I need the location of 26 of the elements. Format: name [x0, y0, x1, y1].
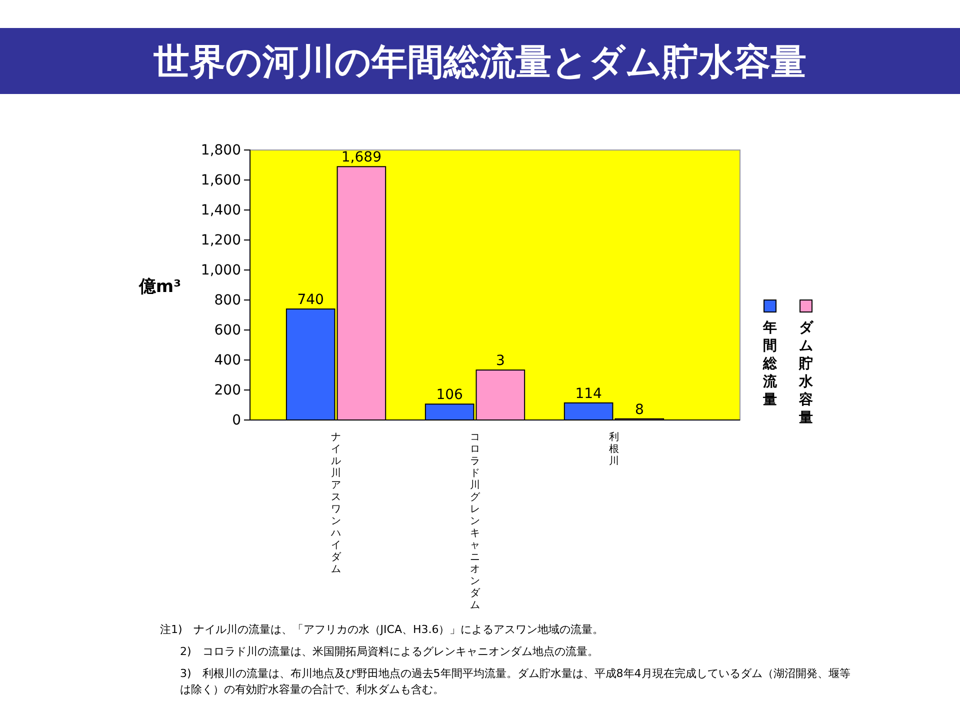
text: 注1) ナイル川の流量は、「アフリカの水（JICA、H3.6）」によるアスワン地域の流量。: [160, 622, 605, 638]
text: 2) コロラド川の流量は、米国開拓局資料によるグレンキャニオンダム地点の流量。: [180, 644, 600, 660]
data-label: 740: [297, 292, 324, 308]
data-label: 1,689: [341, 150, 382, 166]
x-tick-label: 利根川: [608, 431, 619, 467]
y-tick-label: 0: [232, 412, 241, 428]
text: 3) 利根川の流量は、布川地点及び野田地点の過去5年間平均流量。ダム貯水量は、平成8年4月現在完成しているダム（湖沼開発、堰等は除く）の有効貯水容量の合計で、利水ダムも含む。: [180, 666, 852, 698]
y-tick-label: 600: [214, 322, 241, 338]
y-tick-label: 800: [214, 292, 241, 308]
data-label: 114: [575, 386, 602, 402]
legend-label: 年間総流量: [762, 320, 778, 408]
y-axis-title: 億m³: [138, 277, 182, 297]
y-tick-label: 1,800: [200, 142, 241, 158]
category-label: コロラド川グレンキャニオンダム: [470, 432, 480, 611]
chart-title: 世界の河川の年間総流量とダム貯水容量: [154, 42, 806, 83]
y-tick-label: 1,600: [200, 172, 241, 188]
data-label: 8: [634, 402, 644, 418]
y-tick-label: 1,400: [200, 202, 241, 218]
legend-label: ダム貯水容量: [798, 320, 814, 426]
annotation: 3: [496, 353, 505, 370]
y-tick-label: 1,000: [200, 262, 241, 278]
y-tick-label: 400: [214, 352, 241, 368]
y-tick-label: 1,200: [200, 232, 241, 248]
y-tick-label: 200: [214, 382, 241, 398]
data-label: 106: [436, 387, 464, 404]
category-label: ナイル川アスワンハイダム: [331, 432, 342, 575]
